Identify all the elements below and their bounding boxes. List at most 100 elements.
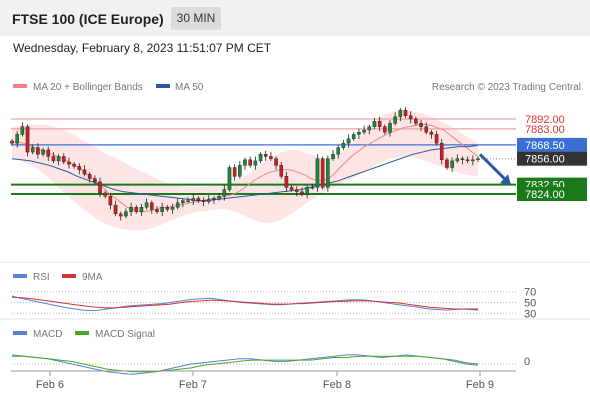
candle-body [294,189,299,192]
candle-body [118,213,123,217]
candle-body [310,187,315,189]
candle-body [388,123,392,133]
candle-body [113,204,118,215]
x-tick-label: Feb 8 [323,379,351,391]
candle-body [429,132,434,135]
candle-body [372,120,377,127]
rsi-legend-swatch [13,274,27,278]
candle-body [279,165,284,177]
candle-body [67,161,71,165]
ma20-legend-swatch [13,84,27,88]
candle-body [129,207,133,212]
candle-body [144,202,149,208]
candle-body [362,129,366,133]
macd-legend-swatch [13,331,27,335]
candle-body [41,149,45,155]
candle-body [331,154,335,159]
candle-body [341,143,346,148]
candle-body [424,126,429,133]
candle-body [414,118,418,124]
candle-body [238,165,242,177]
candle-body [25,126,30,153]
candle-body [258,154,263,162]
x-tick-label: Feb 6 [36,379,64,391]
ma50-legend-label: MA 50 [175,82,204,93]
ma20-legend-label: MA 20 + Bollinger Bands [33,82,143,93]
candle-body [30,147,35,153]
candle-body [367,126,372,131]
candle-body [206,199,211,202]
candle-body [398,109,403,117]
candle-body [434,134,439,144]
candle-body [124,211,128,217]
macd-legend-label: MACD [33,329,62,340]
forecast-arrow [478,153,511,186]
candle-body [476,158,480,160]
candle-body [20,126,25,135]
candle-body [139,207,144,212]
candle-body [455,158,460,162]
candle-body [191,198,196,201]
rsi-series-line [11,296,478,310]
candle-body [212,198,216,200]
candle-body [222,189,227,197]
candle-body [445,159,449,168]
last-label-bg [517,151,587,166]
candle-body [305,187,309,195]
candle-body [93,178,97,183]
last-level-label: 7856.00 [525,154,565,166]
candle-body [408,115,413,120]
candle-body [77,166,82,170]
candle-body [393,116,397,124]
candle-body [51,156,56,162]
candle-body [460,158,465,160]
pivot-level-label: 7868.50 [525,140,565,152]
macd-panel: 0 [11,354,530,375]
candle-body [248,159,252,166]
candle-body [243,159,247,166]
candle-body [346,138,351,144]
candle-body [103,192,107,197]
support-level-label: 7824.00 [525,189,565,201]
candlesticks [10,106,480,221]
candle-body [315,158,320,188]
candle-body [263,154,268,157]
bollinger-band-fill [12,110,478,231]
candle-body [186,200,190,202]
resistance-level-label: 7883.00 [525,124,565,136]
candle-body [377,120,382,127]
credit-text: Research © 2023 Trading Central [432,82,581,93]
timeframe-button[interactable]: 30 MIN [171,7,221,30]
candle-body [300,191,304,195]
ma50-legend-swatch [156,84,170,88]
candle-body [351,134,356,140]
macd-series-line [11,354,479,375]
rsi-ma-legend-label: 9MA [82,272,103,283]
candle-body [419,123,423,127]
resistance-level-label: 7892.00 [525,114,565,126]
bollinger-bands [12,110,478,231]
candle-body [336,147,341,155]
x-tick-label: Feb 7 [179,379,207,391]
candle-body [72,164,76,167]
x-tick-label: Feb 9 [466,379,494,391]
candle-body [320,158,325,188]
x-axis: Feb 6 Feb 7 Feb 8 Feb 9 [36,371,494,391]
candle-body [357,132,361,135]
candle-body [196,198,201,201]
candle-body [289,187,294,190]
candle-body [15,134,19,144]
candle-body [284,176,289,188]
candle-body [201,200,206,202]
candle-body [149,202,154,210]
candle-body [181,200,185,204]
macd-signal-legend-swatch [75,331,89,335]
candle-body [253,160,258,166]
price-level-labels: 7892.007883.007868.507856.007832.507824.… [517,114,587,201]
candle-body [108,196,113,206]
rsi-tick-label: 50 [524,298,536,310]
forecast-arrow-shaft [478,153,509,183]
candle-body [155,209,159,212]
candle-body [217,196,221,199]
